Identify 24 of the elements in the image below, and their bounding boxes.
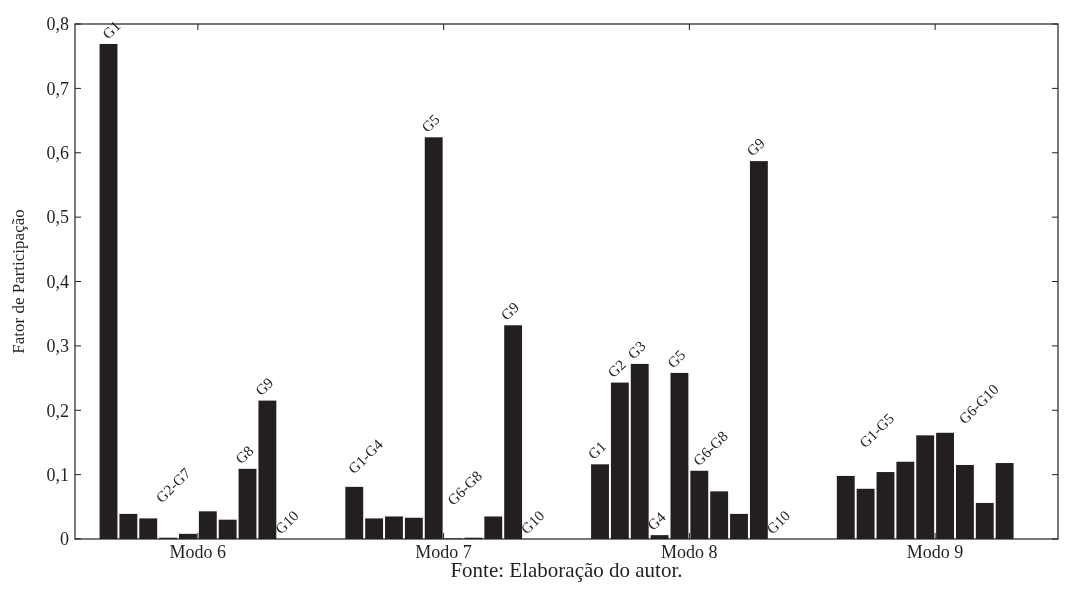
annotation: G1 — [99, 17, 124, 43]
y-axis-title: Fator de Participação — [9, 209, 28, 354]
annotation: G1 — [584, 438, 610, 463]
annotation: G5 — [418, 111, 443, 136]
y-tick-label: 0,1 — [46, 464, 69, 485]
x-tick-label: Modo 9 — [906, 542, 964, 562]
annotation: G9 — [252, 374, 277, 399]
annotation: G5 — [664, 346, 689, 372]
annotation: G10 — [272, 507, 302, 538]
y-tick-label: 0,2 — [46, 400, 69, 421]
y-tick-label: 0,8 — [46, 14, 69, 35]
x-tick-label: Modo 6 — [169, 542, 227, 562]
y-tick-label: 0,3 — [46, 336, 69, 357]
y-tick-label: 0,6 — [46, 143, 69, 164]
annotation: G10 — [517, 507, 548, 538]
y-tick-label: 0,4 — [46, 271, 69, 292]
y-tick-label: 0,5 — [46, 207, 69, 228]
annotation: G10 — [763, 507, 794, 538]
annotation: G8 — [232, 442, 257, 467]
y-tick-label: 0,7 — [46, 78, 69, 99]
y-tick-label: 0 — [60, 529, 69, 550]
annotation: G4 — [644, 508, 670, 534]
annotation: G9 — [743, 134, 768, 160]
annotation: G9 — [497, 299, 523, 324]
